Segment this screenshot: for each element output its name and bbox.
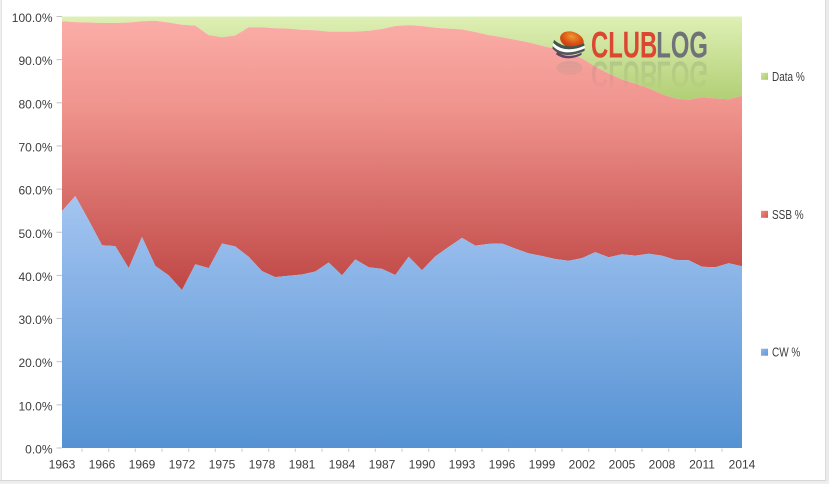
svg-text:2002: 2002 [569,457,596,471]
svg-text:1975: 1975 [209,457,236,471]
svg-text:2014: 2014 [729,457,756,471]
svg-text:70.0%: 70.0% [18,140,52,154]
svg-text:1996: 1996 [489,457,516,471]
svg-text:1981: 1981 [289,457,316,471]
svg-text:90.0%: 90.0% [18,54,52,68]
svg-text:0.0%: 0.0% [25,443,53,457]
svg-text:30.0%: 30.0% [18,313,52,327]
svg-text:CLUBLOG: CLUBLOG [591,53,708,95]
svg-text:1972: 1972 [169,457,196,471]
svg-text:1966: 1966 [89,457,116,471]
svg-text:60.0%: 60.0% [18,184,52,198]
svg-text:1987: 1987 [369,457,396,471]
svg-text:Data %: Data % [772,71,805,84]
svg-text:SSB %: SSB % [772,209,804,222]
svg-text:1963: 1963 [49,457,76,471]
svg-text:CLUBLOG: CLUBLOG [591,24,708,66]
svg-text:10.0%: 10.0% [18,399,52,413]
svg-text:20.0%: 20.0% [18,356,52,370]
svg-text:1978: 1978 [249,457,276,471]
svg-text:1984: 1984 [329,457,356,471]
svg-text:1999: 1999 [529,457,556,471]
svg-text:2011: 2011 [689,457,715,471]
svg-text:1990: 1990 [409,457,436,471]
svg-text:80.0%: 80.0% [18,97,52,111]
svg-text:100.0%: 100.0% [12,11,53,25]
svg-text:2005: 2005 [609,457,636,471]
svg-text:2008: 2008 [649,457,676,471]
svg-text:CW %: CW % [772,347,800,360]
svg-text:1993: 1993 [449,457,476,471]
svg-text:50.0%: 50.0% [18,227,52,241]
svg-text:1969: 1969 [129,457,156,471]
svg-text:40.0%: 40.0% [18,270,52,284]
